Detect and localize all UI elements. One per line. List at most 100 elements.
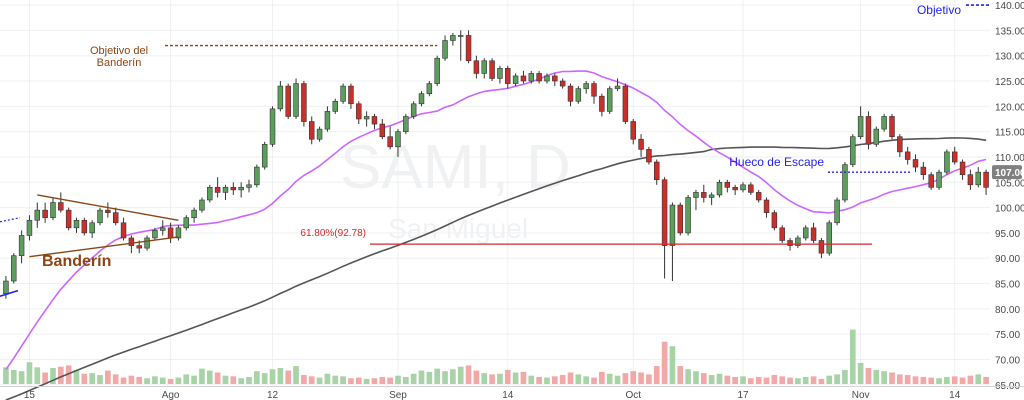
volume-bar — [379, 376, 386, 384]
volume-bar — [842, 369, 848, 384]
candle-body — [214, 187, 221, 193]
candle-body — [654, 161, 660, 181]
candle-body — [340, 85, 346, 102]
x-tick-label: 14 — [949, 390, 961, 400]
candle-body — [771, 212, 778, 229]
candle-body — [426, 83, 433, 94]
x-tick-label: 17 — [737, 390, 749, 400]
volume-bar — [834, 374, 840, 384]
y-tick-label: 110.00 — [995, 153, 1024, 164]
candle-body — [3, 280, 9, 294]
volume-bar — [928, 377, 935, 384]
candle-body — [559, 80, 566, 87]
volume-bar — [591, 377, 597, 384]
candle-body — [567, 85, 574, 102]
x-tick-label: Nov — [852, 390, 870, 400]
candle-body — [544, 75, 550, 82]
volume-bar — [128, 375, 135, 384]
volume-bar — [740, 376, 746, 384]
candle-body — [677, 204, 684, 234]
volume-bar — [559, 375, 566, 384]
volume-bar — [920, 376, 927, 384]
volume-bar — [3, 367, 9, 384]
candle-body — [183, 217, 190, 229]
volume-bar — [646, 374, 652, 384]
candle-body — [779, 227, 785, 241]
candle-body — [497, 68, 503, 79]
volume-bar — [826, 375, 833, 384]
moving-average-short-line — [5, 70, 987, 371]
candle-body — [481, 60, 487, 74]
volume-bar — [191, 375, 197, 384]
volume-bar — [755, 376, 762, 384]
candle-body — [277, 85, 284, 110]
candle-body — [661, 179, 668, 246]
candle-body — [865, 116, 872, 145]
annotations: Banderín Objetivo del Banderín Objetivo … — [0, 3, 990, 297]
candle-body — [646, 149, 652, 163]
candle-body — [928, 174, 934, 188]
candle-body — [160, 227, 166, 231]
candle-body — [708, 194, 715, 198]
x-tick-label: Ago — [162, 390, 180, 400]
candle-body — [81, 219, 88, 234]
volume-bar — [763, 377, 770, 384]
candle-body — [246, 184, 252, 188]
candle-body — [144, 237, 150, 249]
y-tick-label: 125.00 — [995, 77, 1024, 88]
candle-body — [802, 227, 809, 239]
moving-average-short — [5, 70, 987, 371]
candle-body — [724, 181, 731, 188]
candle-body — [152, 230, 158, 239]
candle-body — [669, 204, 676, 246]
candle-body — [505, 68, 511, 84]
volume-bar — [810, 376, 817, 384]
y-tick-label: 70.00 — [995, 355, 1020, 366]
volume-bar — [167, 378, 174, 384]
candle-body — [904, 151, 911, 160]
candle-body — [591, 83, 597, 97]
volume-bar — [434, 368, 441, 384]
candle-body — [489, 60, 495, 79]
candle-body — [261, 144, 268, 168]
candle-body — [951, 151, 958, 163]
volume-bar — [818, 378, 825, 384]
candle-body — [528, 73, 535, 82]
candle-body — [857, 116, 864, 138]
candle-body — [50, 202, 56, 219]
volume-bar — [936, 378, 942, 384]
candle-body — [575, 88, 582, 102]
y-tick-label: 75.00 — [995, 330, 1020, 341]
candle-body — [136, 245, 142, 249]
candle-body — [630, 121, 636, 140]
volume-bar — [889, 372, 895, 384]
y-tick-label: 105.00 — [995, 178, 1024, 189]
banderin-upper-line — [37, 194, 179, 221]
x-tick-label: 14 — [502, 390, 514, 400]
candle-body — [748, 184, 754, 193]
volume-bar — [802, 376, 809, 384]
trend-dotted-line — [0, 217, 21, 223]
volume-bar — [630, 371, 637, 384]
volume-bar — [849, 329, 856, 384]
hueco-de-escape-label: Hueco de Escape — [729, 155, 824, 169]
volume-bar — [254, 371, 260, 384]
volume-bar — [355, 377, 362, 384]
candle-body — [167, 227, 174, 239]
candle-body — [850, 136, 856, 165]
candle-body — [26, 219, 33, 236]
banderin-lower-line — [29, 236, 179, 258]
volume-bar — [967, 375, 974, 384]
candle-body — [740, 184, 746, 191]
volume-bar — [269, 369, 276, 384]
candle-body — [58, 202, 64, 211]
candle-body — [371, 116, 378, 125]
candle-body — [701, 192, 707, 198]
volume-bar — [983, 376, 989, 384]
candle-body — [356, 103, 362, 120]
volume-bar — [669, 346, 676, 384]
volume-bar — [857, 362, 864, 384]
volume-bar — [504, 369, 511, 384]
volume-bar — [261, 373, 268, 384]
candle-body — [285, 85, 291, 117]
